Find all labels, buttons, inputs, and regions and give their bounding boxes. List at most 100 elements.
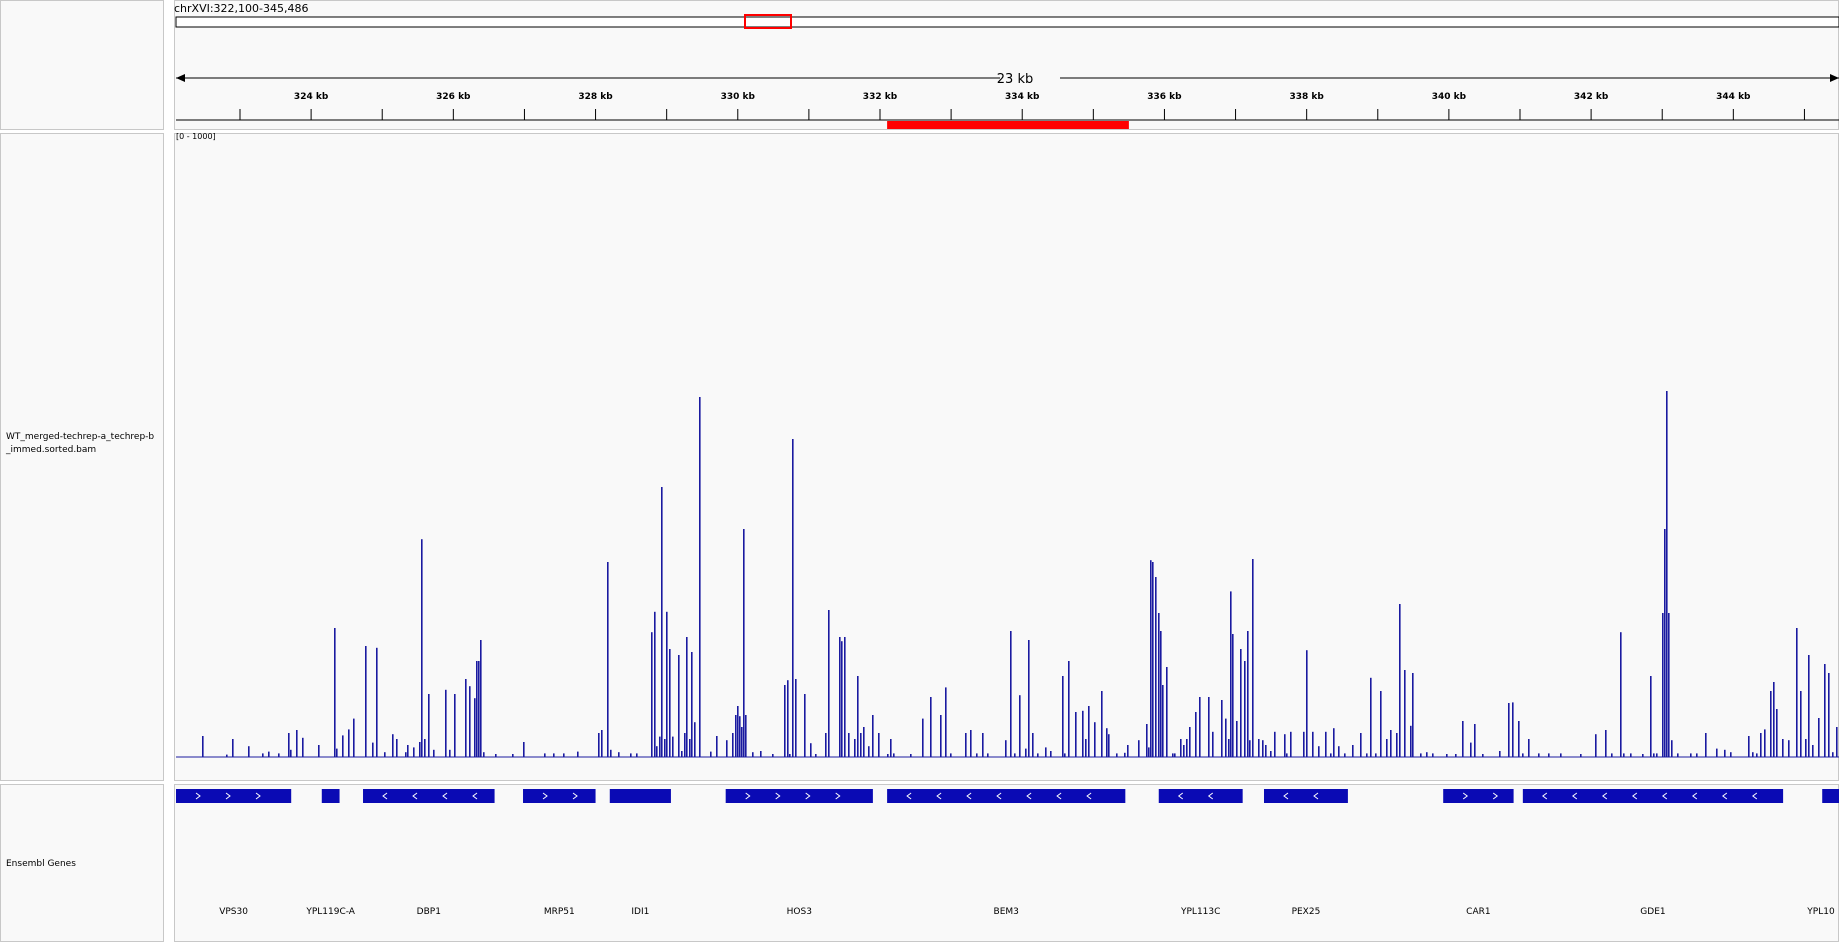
coverage-bar <box>922 718 924 757</box>
coverage-bar <box>1062 676 1064 757</box>
gene-label[interactable]: BEM3 <box>993 907 1019 917</box>
coverage-bar <box>563 753 565 757</box>
coverage-bar <box>421 539 423 757</box>
coverage-bar <box>1764 729 1766 757</box>
coverage-bar <box>480 640 482 757</box>
coverage-bar <box>1225 718 1227 757</box>
gene-track-name[interactable]: Ensembl Genes <box>6 859 76 869</box>
coverage-bar <box>1426 752 1428 757</box>
gene-feature[interactable] <box>887 789 1126 803</box>
coverage-bar <box>1106 728 1108 757</box>
strand-arrow-icon <box>412 792 418 800</box>
strand-arrow-icon <box>1086 792 1092 800</box>
region-of-interest[interactable] <box>887 121 1129 129</box>
coverage-bars <box>202 391 1838 757</box>
coverage-bar <box>1605 730 1607 757</box>
gene-label[interactable]: HOS3 <box>786 907 812 917</box>
viewport-marker[interactable] <box>744 14 792 29</box>
coverage-bar <box>454 694 456 757</box>
coverage-bar <box>1005 740 1007 757</box>
coverage-bar <box>1836 727 1838 757</box>
coverage-bar <box>950 753 952 757</box>
gene-label[interactable]: YPL10 <box>1807 907 1835 917</box>
tick-label: 342 kb <box>1573 92 1609 102</box>
coverage-bar <box>1037 753 1039 757</box>
tick-label: 336 kb <box>1147 92 1182 102</box>
gene-label[interactable]: IDI1 <box>631 907 650 917</box>
gene-feature[interactable] <box>321 789 340 803</box>
coverage-bar <box>784 685 786 757</box>
coverage-bar <box>523 742 525 757</box>
coverage-bar <box>659 736 661 757</box>
coverage-bar <box>1796 628 1798 757</box>
gene-feature[interactable] <box>1522 789 1784 803</box>
coverage-bar <box>1312 731 1314 757</box>
coverage-bar <box>1666 391 1668 757</box>
coverage-bar <box>1470 742 1472 757</box>
gene-feature[interactable] <box>609 789 671 803</box>
coverage-bar <box>1396 733 1398 757</box>
coverage-bar <box>348 729 350 757</box>
strand-arrow-icon <box>1542 792 1548 800</box>
coverage-data-panel[interactable] <box>174 133 1839 781</box>
coverage-bar <box>262 753 264 757</box>
coverage-bar <box>202 736 204 757</box>
coverage-bar <box>1474 724 1476 757</box>
coverage-bar <box>1522 753 1524 757</box>
gene-label[interactable]: DBP1 <box>416 907 441 917</box>
coverage-bar <box>449 749 451 757</box>
coverage-bar <box>1611 753 1613 757</box>
coverage-bar <box>1560 753 1562 757</box>
coverage-bar <box>1158 613 1160 757</box>
tick-label: 330 kb <box>720 92 755 102</box>
coverage-bar <box>1788 740 1790 757</box>
coverage-bar <box>1286 753 1288 757</box>
gene-label[interactable]: YPL119C-A <box>306 907 355 917</box>
coverage-bar <box>405 752 407 757</box>
gene-label[interactable]: VPS30 <box>219 907 248 917</box>
coverage-bar <box>1620 632 1622 757</box>
coverage-bar <box>1824 664 1826 757</box>
coverage-bar <box>353 718 355 757</box>
chromosome-ideogram[interactable] <box>175 16 1839 28</box>
gene-data-panel[interactable] <box>174 784 1839 942</box>
coverage-bar <box>893 753 895 757</box>
coverage-bar <box>1818 718 1820 757</box>
coverage-bar <box>1548 753 1550 757</box>
coverage-track-name-panel[interactable]: WT_merged-techrep-a_techrep-b_immed.sort… <box>0 133 164 781</box>
gene-feature[interactable] <box>1263 789 1348 803</box>
coverage-bar <box>1333 728 1335 757</box>
coverage-bar <box>598 733 600 757</box>
gene-label[interactable]: MRP51 <box>543 907 575 917</box>
coverage-bar <box>844 637 846 757</box>
coverage-bar <box>1025 748 1027 757</box>
span-label: 23 kb <box>997 72 1033 87</box>
gene-feature[interactable] <box>1822 789 1839 803</box>
gene-track-name-panel[interactable]: Ensembl Genes <box>0 784 164 942</box>
gene-feature[interactable] <box>363 789 495 803</box>
gene-feature[interactable] <box>1443 789 1514 803</box>
coverage-bar <box>664 739 666 757</box>
coverage-bar <box>1410 725 1412 757</box>
coverage-bar <box>1189 727 1191 757</box>
gene-label[interactable]: CAR1 <box>1466 907 1491 917</box>
coverage-bar <box>407 745 409 757</box>
gene-feature[interactable] <box>523 789 596 803</box>
gene-feature[interactable] <box>1158 789 1243 803</box>
coverage-bar <box>792 439 794 757</box>
strand-arrow-icon <box>1207 792 1214 800</box>
gene-label[interactable]: PEX25 <box>1291 907 1321 917</box>
coverage-bar <box>1432 753 1434 757</box>
coverage-bar <box>268 751 270 757</box>
gene-label[interactable]: GDE1 <box>1640 907 1666 917</box>
coverage-bar <box>1664 529 1666 757</box>
strand-arrow-icon <box>1283 792 1289 800</box>
coverage-bar <box>1773 682 1775 757</box>
locus-text: chrXVI:322,100-345,486 <box>174 2 309 15</box>
coverage-bar <box>1650 676 1652 757</box>
coverage-bar <box>1705 733 1707 757</box>
coverage-track-name[interactable]: WT_merged-techrep-a_techrep-b_immed.sort… <box>6 432 155 455</box>
gene-label[interactable]: YPL113C <box>1181 907 1221 917</box>
gene-feature[interactable] <box>725 789 873 803</box>
gene-feature[interactable] <box>176 789 292 803</box>
